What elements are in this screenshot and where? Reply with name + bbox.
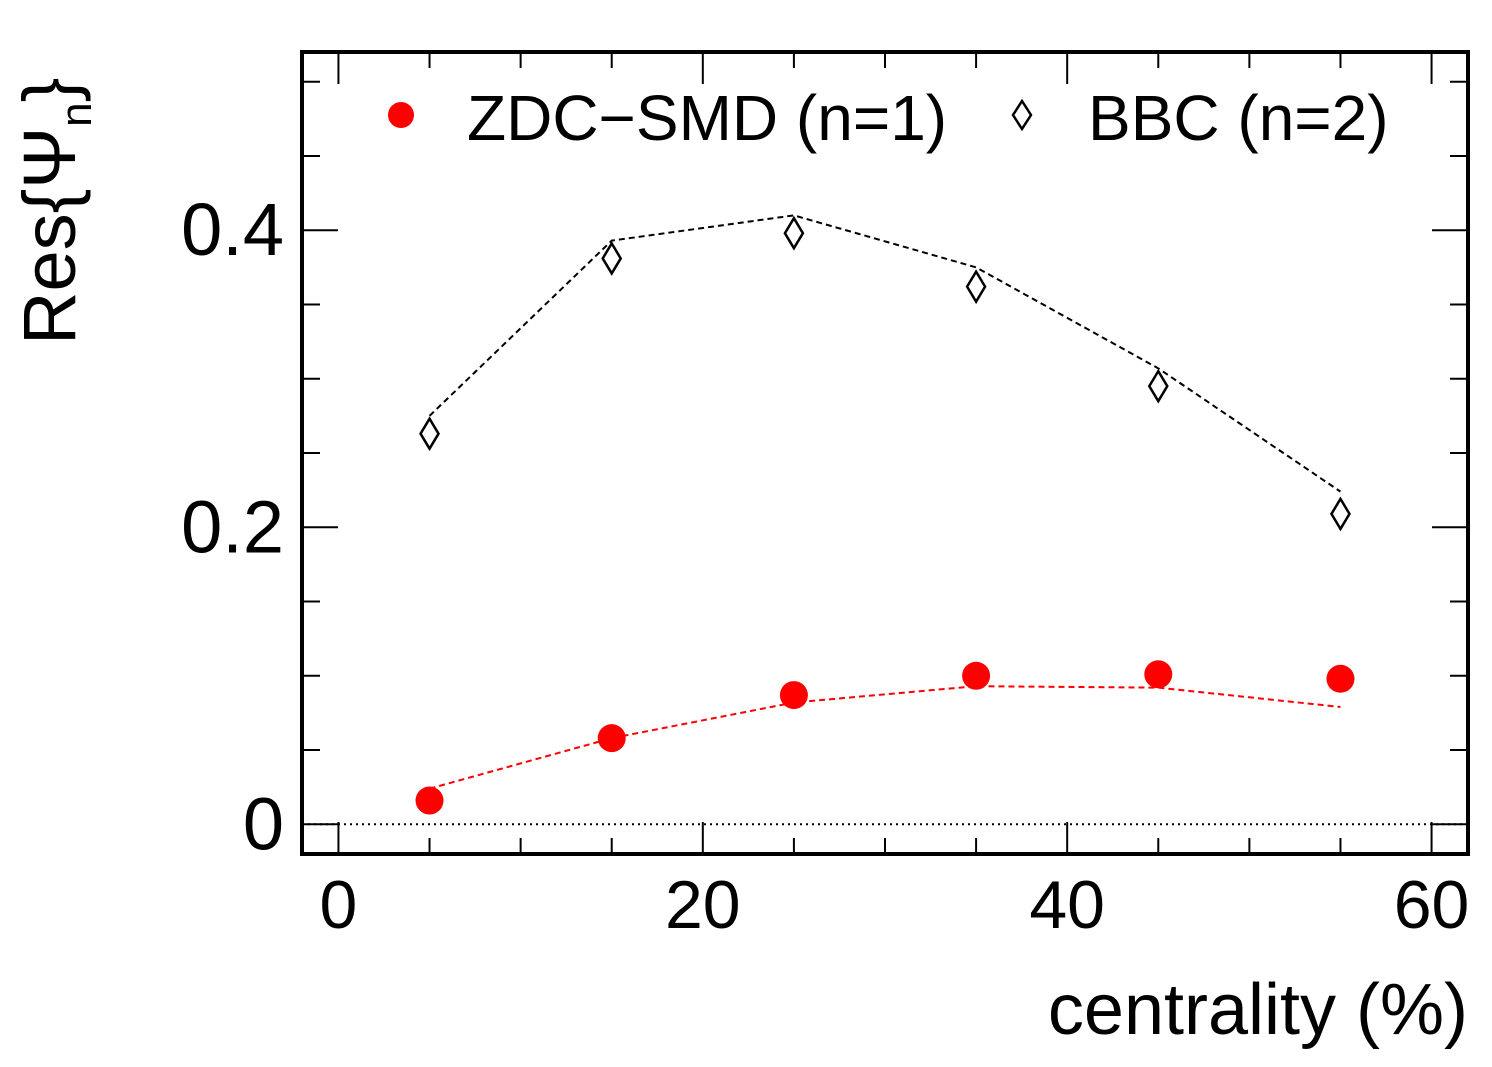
data-point-zdc-smd bbox=[1326, 664, 1355, 693]
y-tick-label: 0.4 bbox=[181, 188, 284, 271]
data-point-zdc-smd bbox=[779, 681, 808, 710]
data-point-bbc bbox=[601, 241, 623, 276]
data-point-zdc-smd bbox=[597, 724, 626, 753]
legend-marker-bbc bbox=[1011, 98, 1033, 132]
data-point-zdc-smd bbox=[1144, 660, 1173, 689]
y-axis-title-subscript: n bbox=[52, 102, 101, 126]
y-tick-label: 0.2 bbox=[181, 485, 284, 568]
plot-frame bbox=[300, 50, 1470, 856]
x-tick-label: 40 bbox=[1029, 867, 1105, 943]
fit-line-series-0 bbox=[429, 685, 1341, 790]
y-axis-title: Res{Ψn} bbox=[8, 78, 101, 345]
legend-marker-zdc-smd bbox=[388, 102, 414, 128]
y-axis-title-main: Res{Ψ bbox=[8, 127, 91, 345]
svg-text:Res{Ψn}: Res{Ψn} bbox=[8, 78, 101, 345]
data-point-bbc bbox=[1147, 368, 1169, 404]
legend: ZDC−SMD (n=1) BBC (n=2) bbox=[388, 82, 1389, 154]
axis-tick-labels: 0 20 40 60 0 0.2 0.4 bbox=[181, 188, 1469, 943]
y-tick-label: 0 bbox=[243, 782, 284, 865]
x-tick-label: 60 bbox=[1394, 867, 1470, 943]
legend-label-zdc-smd: ZDC−SMD (n=1) bbox=[467, 82, 947, 154]
x-tick-label: 20 bbox=[665, 867, 741, 943]
fit-line-series-1 bbox=[428, 214, 1342, 493]
data-point-bbc bbox=[419, 416, 440, 452]
x-tick-label: 0 bbox=[320, 867, 358, 943]
legend-label-bbc: BBC (n=2) bbox=[1088, 82, 1389, 154]
data-point-bbc bbox=[783, 215, 805, 251]
data-point-zdc-smd bbox=[962, 661, 991, 690]
data-point-bbc bbox=[965, 269, 987, 305]
data-points bbox=[415, 215, 1355, 815]
data-point-bbc bbox=[1330, 496, 1351, 532]
x-axis-title: centrality (%) bbox=[1048, 970, 1468, 1050]
data-point-zdc-smd bbox=[415, 786, 444, 815]
y-axis-title-close: } bbox=[8, 78, 91, 103]
fit-curves bbox=[428, 214, 1342, 790]
axis-ticks bbox=[302, 52, 1468, 854]
